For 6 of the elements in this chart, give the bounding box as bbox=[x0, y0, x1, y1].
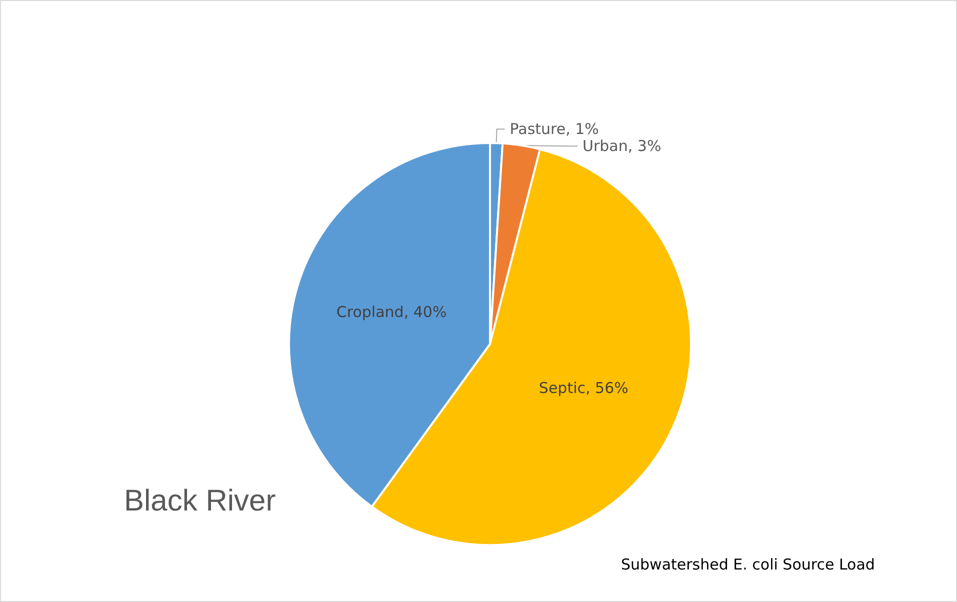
slice-label: Cropland, 40% bbox=[336, 303, 447, 322]
slice-label: Urban, 3% bbox=[582, 137, 662, 156]
text: Subwatershed E. coli Source Load bbox=[621, 556, 875, 574]
slice-label: Pasture, 1% bbox=[510, 120, 599, 138]
slice-label: Septic, 56% bbox=[538, 379, 628, 398]
text: Black River bbox=[124, 484, 276, 518]
